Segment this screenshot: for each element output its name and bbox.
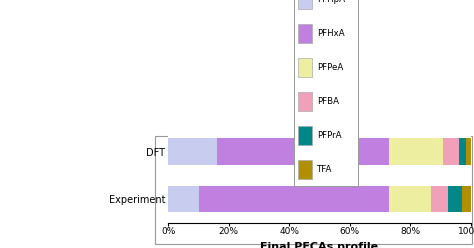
Bar: [448, 186, 462, 213]
Text: TFA: TFA: [317, 165, 332, 174]
Bar: [199, 186, 389, 213]
Bar: [168, 138, 217, 165]
Text: PFHpA: PFHpA: [317, 0, 345, 4]
Bar: [466, 138, 471, 165]
Bar: [168, 186, 199, 213]
Text: PFPrA: PFPrA: [317, 131, 341, 140]
Bar: [431, 186, 448, 213]
Text: PFBA: PFBA: [317, 97, 338, 106]
Bar: [444, 138, 458, 165]
Bar: [389, 186, 431, 213]
Text: PFPeA: PFPeA: [317, 63, 343, 72]
Bar: [462, 186, 471, 213]
X-axis label: Final PFCAs profile: Final PFCAs profile: [260, 242, 379, 248]
Bar: [458, 138, 466, 165]
Bar: [217, 138, 389, 165]
Bar: [389, 138, 444, 165]
Text: PFHxA: PFHxA: [317, 29, 344, 38]
